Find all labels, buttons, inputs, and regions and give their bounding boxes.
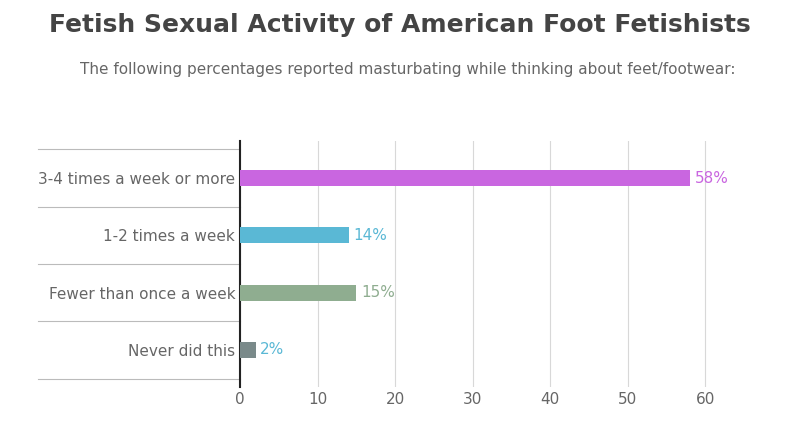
Text: Fetish Sexual Activity of American Foot Fetishists: Fetish Sexual Activity of American Foot … — [49, 13, 751, 37]
Text: 2%: 2% — [260, 342, 285, 357]
Bar — [240, 285, 356, 301]
Text: 58%: 58% — [694, 171, 728, 186]
Bar — [240, 170, 690, 186]
Text: The following percentages reported masturbating while thinking about feet/footwe: The following percentages reported mastu… — [80, 62, 735, 77]
Bar — [240, 342, 255, 358]
Bar — [240, 227, 349, 243]
Text: 14%: 14% — [354, 228, 387, 243]
Text: 15%: 15% — [361, 285, 395, 300]
